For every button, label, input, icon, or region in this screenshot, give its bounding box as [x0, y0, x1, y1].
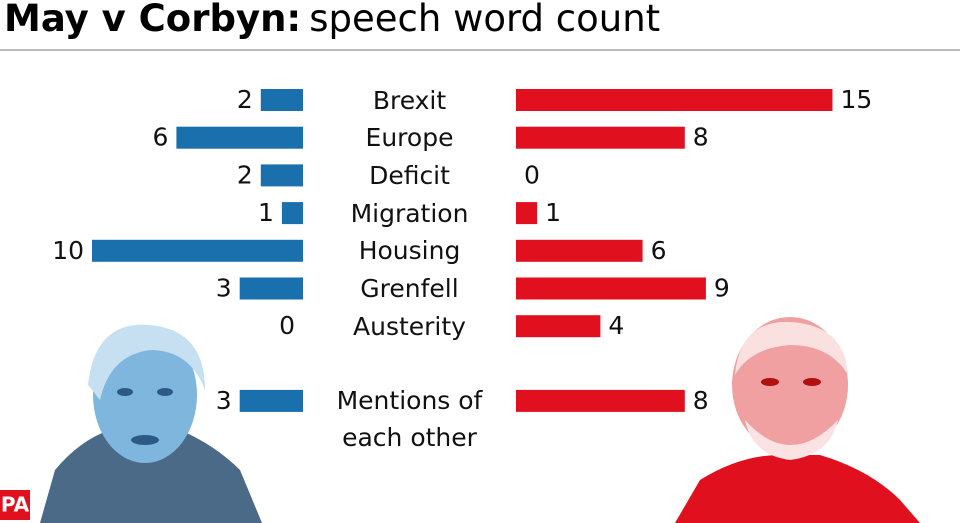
may-photo: [40, 324, 262, 523]
value-label: 3: [216, 386, 232, 415]
value-label: 2: [237, 160, 253, 189]
category-label: Migration: [350, 198, 469, 228]
bar: [516, 89, 833, 111]
value-label: 8: [693, 123, 709, 152]
title-bold: May v Corbyn:: [4, 0, 301, 40]
value-label: 0: [524, 160, 540, 189]
bar: [176, 126, 303, 149]
category-label: Austerity: [353, 311, 466, 341]
value-label: 2: [237, 85, 253, 114]
chart-title: May v Corbyn: speech word count: [4, 0, 660, 40]
value-label: 8: [693, 386, 709, 415]
value-label: 1: [545, 198, 561, 227]
category-label: Brexit: [372, 85, 447, 115]
corbyn-photo: [675, 317, 920, 523]
category-label: Housing: [358, 236, 461, 266]
value-label: 6: [152, 123, 168, 152]
title-rest: speech word count: [309, 0, 660, 40]
category-label: Europe: [365, 123, 454, 153]
bar: [260, 89, 303, 111]
category-label: Mentions of each other: [336, 386, 483, 453]
bar: [281, 202, 303, 225]
value-label: 15: [841, 85, 873, 114]
bar: [516, 315, 601, 338]
bar: [516, 126, 685, 149]
bar: [516, 389, 685, 412]
bar: [260, 164, 303, 187]
bar: [516, 202, 538, 225]
value-label: 9: [714, 274, 730, 303]
value-label: 0: [279, 311, 295, 340]
category-label: Grenfell: [360, 274, 459, 303]
bar: [92, 239, 303, 262]
value-label: 6: [651, 236, 667, 265]
value-label: 3: [216, 274, 232, 303]
value-label: 1: [258, 198, 274, 227]
source-logo: [0, 490, 30, 520]
value-label: 4: [608, 311, 624, 340]
bar: [516, 277, 706, 300]
source: PA: [1, 493, 30, 517]
bar: [239, 389, 303, 412]
bar: [239, 277, 303, 300]
value-label: 10: [52, 236, 84, 265]
bar: [516, 239, 643, 262]
category-label: Deficit: [369, 160, 450, 190]
